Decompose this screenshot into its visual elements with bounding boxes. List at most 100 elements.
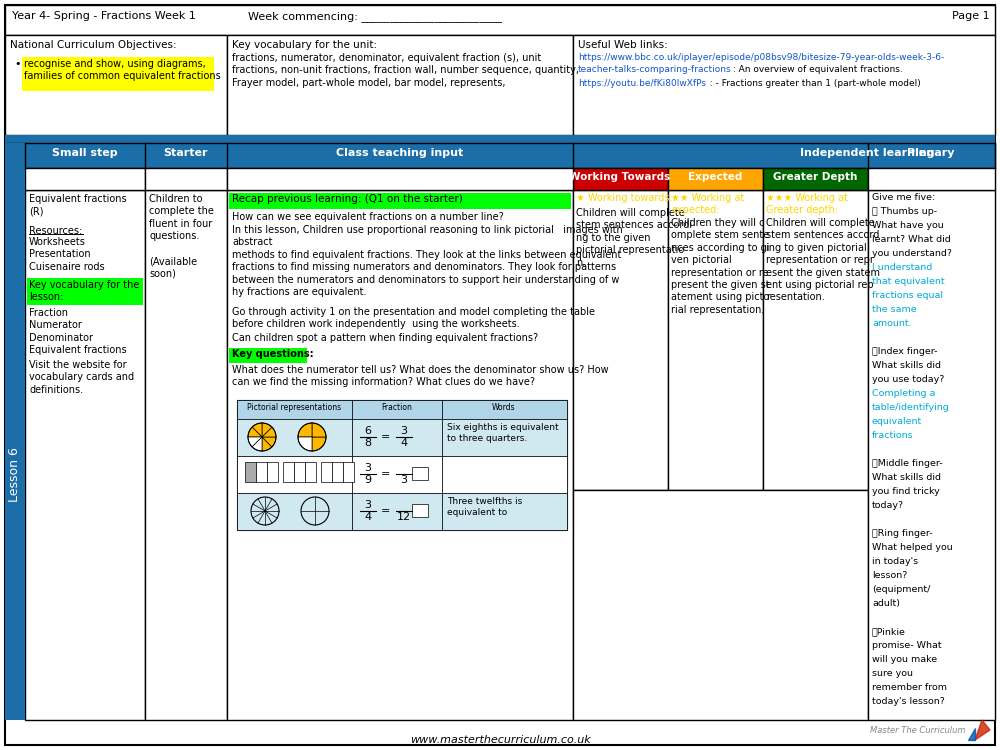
Text: 3: 3 (400, 475, 408, 485)
Text: that equivalent: that equivalent (872, 277, 945, 286)
FancyBboxPatch shape (868, 190, 995, 720)
Text: Independent learning: Independent learning (800, 148, 934, 158)
Text: 4: 4 (400, 438, 408, 448)
Text: 4: 4 (364, 512, 372, 522)
FancyBboxPatch shape (352, 400, 442, 419)
Text: ★★★ Working at
Greater depth:: ★★★ Working at Greater depth: (766, 193, 848, 215)
Text: Worksheets
Presentation
Cuisenaire rods: Worksheets Presentation Cuisenaire rods (29, 237, 105, 272)
FancyBboxPatch shape (237, 493, 352, 530)
Text: Give me five:: Give me five: (872, 193, 935, 202)
Text: Visit the website for
vocabulary cards and
definitions.: Visit the website for vocabulary cards a… (29, 360, 134, 394)
Text: lesson?: lesson? (872, 571, 907, 580)
Text: : An overview of equivalent fractions.: : An overview of equivalent fractions. (730, 65, 903, 74)
Text: Words: Words (492, 403, 516, 412)
Text: Completing a: Completing a (872, 389, 935, 398)
FancyBboxPatch shape (237, 400, 352, 419)
Text: 👈Ring finger-: 👈Ring finger- (872, 529, 933, 538)
FancyBboxPatch shape (237, 419, 352, 456)
Text: Children to
complete the
fluent in four
questions.

(Available
soon): Children to complete the fluent in four … (149, 194, 214, 278)
FancyBboxPatch shape (145, 168, 227, 190)
Text: Key vocabulary for the
lesson:: Key vocabulary for the lesson: (29, 280, 139, 302)
Text: Expected: Expected (688, 172, 742, 182)
Text: Six eighths is equivalent
to three quarters.: Six eighths is equivalent to three quart… (447, 423, 559, 443)
FancyBboxPatch shape (245, 462, 256, 482)
FancyBboxPatch shape (352, 456, 442, 493)
Text: teacher-talks-comparing-fractions: teacher-talks-comparing-fractions (578, 65, 732, 74)
Wedge shape (298, 423, 312, 437)
Text: Children will complete
stem sentences accord
ing to given pictorial
representati: Children will complete stem sentences ac… (766, 218, 880, 302)
Text: table/identifying: table/identifying (872, 403, 950, 412)
Text: : - Fractions greater than 1 (part-whole model): : - Fractions greater than 1 (part-whole… (707, 79, 921, 88)
Text: 9: 9 (364, 475, 372, 485)
FancyBboxPatch shape (229, 348, 307, 363)
FancyBboxPatch shape (868, 168, 995, 190)
FancyBboxPatch shape (412, 467, 428, 480)
FancyBboxPatch shape (668, 190, 763, 490)
Text: =: = (381, 506, 391, 516)
Text: promise- What: promise- What (872, 641, 942, 650)
Text: recognise and show, using diagrams,: recognise and show, using diagrams, (24, 59, 206, 69)
FancyBboxPatch shape (332, 462, 343, 482)
Wedge shape (252, 423, 262, 437)
Text: you use today?: you use today? (872, 375, 944, 384)
FancyBboxPatch shape (305, 462, 316, 482)
FancyBboxPatch shape (227, 190, 573, 720)
Text: www.masterthecurriculum.co.uk: www.masterthecurriculum.co.uk (410, 735, 590, 745)
Text: 👇Middle finger-: 👇Middle finger- (872, 459, 943, 468)
Text: fractions: fractions (872, 431, 914, 440)
Text: Recap previous learning: (Q1 on the starter): Recap previous learning: (Q1 on the star… (232, 194, 463, 204)
Text: Working Towards: Working Towards (569, 172, 671, 182)
Text: in today's: in today's (872, 557, 918, 566)
FancyBboxPatch shape (256, 462, 267, 482)
FancyBboxPatch shape (352, 493, 442, 530)
Text: the same: the same (872, 305, 917, 314)
FancyBboxPatch shape (343, 462, 354, 482)
Wedge shape (248, 427, 262, 437)
Text: ★★ Working at
expected:: ★★ Working at expected: (671, 193, 744, 215)
Text: Greater Depth: Greater Depth (773, 172, 857, 182)
Text: I understand: I understand (872, 263, 932, 272)
Text: amount.: amount. (872, 319, 912, 328)
FancyBboxPatch shape (5, 135, 995, 143)
Text: adult): adult) (872, 599, 900, 608)
FancyBboxPatch shape (145, 190, 227, 720)
Polygon shape (968, 728, 975, 740)
Text: families of common equivalent fractions: families of common equivalent fractions (24, 71, 221, 81)
Text: Children will complete
stem sentences accordi
ng to the given
pictorial represen: Children will complete stem sentences ac… (576, 208, 692, 268)
FancyBboxPatch shape (227, 168, 573, 190)
Text: Pictorial representations: Pictorial representations (247, 403, 341, 412)
Text: Resources:: Resources: (29, 226, 82, 236)
Text: https://www.bbc.co.uk/iplayer/episode/p08bsv98/bitesize-79-year-olds-week-3-6-: https://www.bbc.co.uk/iplayer/episode/p0… (578, 53, 944, 62)
Text: =: = (381, 432, 391, 442)
Text: Year 4- Spring - Fractions Week 1: Year 4- Spring - Fractions Week 1 (12, 11, 196, 21)
Text: What have you: What have you (872, 221, 944, 230)
Wedge shape (312, 437, 326, 451)
FancyBboxPatch shape (668, 168, 763, 190)
FancyBboxPatch shape (442, 400, 567, 419)
FancyBboxPatch shape (5, 35, 227, 135)
Text: today?: today? (872, 501, 904, 510)
Text: 3: 3 (364, 463, 372, 473)
Text: What helped you: What helped you (872, 543, 953, 552)
Text: fractions equal: fractions equal (872, 291, 943, 300)
FancyBboxPatch shape (294, 462, 305, 482)
Text: Can children spot a pattern when finding equivalent fractions?: Can children spot a pattern when finding… (232, 333, 538, 343)
Text: today's lesson?: today's lesson? (872, 697, 945, 706)
Wedge shape (248, 437, 262, 447)
Text: What skills did: What skills did (872, 473, 941, 482)
Text: Key vocabulary for the unit:: Key vocabulary for the unit: (232, 40, 377, 50)
Text: Equivalent fractions
(R): Equivalent fractions (R) (29, 194, 127, 217)
Text: 8: 8 (364, 438, 372, 448)
FancyBboxPatch shape (267, 462, 278, 482)
Polygon shape (975, 720, 990, 740)
Wedge shape (262, 437, 276, 447)
FancyBboxPatch shape (763, 190, 868, 490)
Text: https://youtu.be/fKi80lwXfPs: https://youtu.be/fKi80lwXfPs (578, 79, 706, 88)
Text: ★ Working towards::: ★ Working towards:: (576, 193, 676, 203)
Text: (equipment/: (equipment/ (872, 585, 930, 594)
Text: What skills did: What skills did (872, 361, 941, 370)
FancyBboxPatch shape (27, 278, 143, 305)
Text: 12: 12 (397, 512, 411, 522)
FancyBboxPatch shape (229, 193, 571, 209)
Text: 3: 3 (364, 500, 372, 510)
